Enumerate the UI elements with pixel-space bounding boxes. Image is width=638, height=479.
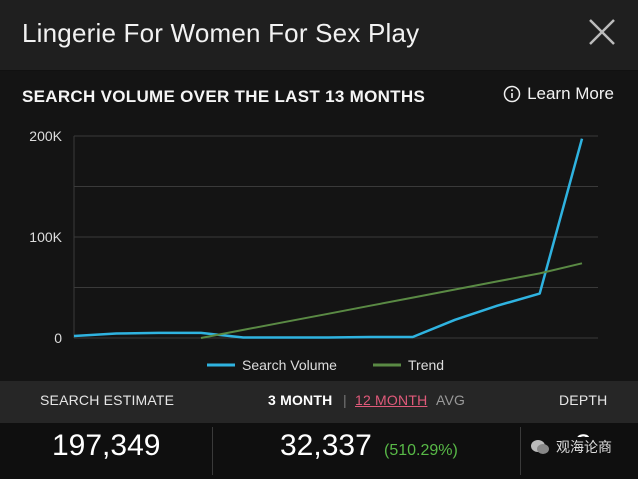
avg-label: AVG [436, 392, 466, 408]
divider [212, 427, 213, 475]
stat-values-row: 197,349 32,337 (510.29%) 3 观海论商 [0, 423, 638, 479]
legend-label: Trend [408, 357, 444, 373]
info-icon [503, 85, 521, 103]
search-estimate-label: SEARCH ESTIMATE [40, 392, 175, 408]
y-tick-label: 0 [54, 330, 62, 346]
three-month-tab[interactable]: 3 MONTH [268, 392, 333, 408]
tab-separator: | [343, 392, 347, 408]
search-volume-chart: 0 100K 200K Search Volume Trend [29, 128, 598, 373]
stat-labels-row: SEARCH ESTIMATE 3 MONTH | 12 MONTH AVG D… [0, 381, 638, 421]
three-month-change: (510.29%) [384, 442, 458, 459]
close-icon[interactable] [588, 18, 616, 46]
stats-bar: SEARCH ESTIMATE 3 MONTH | 12 MONTH AVG D… [0, 381, 638, 479]
three-month-value: 32,337 [280, 429, 372, 462]
modal-header: Lingerie For Women For Sex Play [0, 0, 638, 71]
depth-label: DEPTH [559, 392, 608, 408]
learn-more-link[interactable]: Learn More [503, 84, 614, 104]
y-tick-label: 200K [29, 128, 62, 144]
search-estimate-value: 197,349 [52, 429, 161, 462]
brand-watermark: 观海论商 [530, 437, 612, 457]
chart-section-title: SEARCH VOLUME OVER THE LAST 13 MONTHS [22, 87, 426, 106]
page-title: Lingerie For Women For Sex Play [22, 18, 420, 48]
chart-panel: SEARCH VOLUME OVER THE LAST 13 MONTHS Le… [0, 71, 638, 381]
series-line-trend [200, 262, 583, 339]
twelve-month-tab[interactable]: 12 MONTH [355, 392, 428, 408]
legend-label: Search Volume [242, 357, 337, 373]
chat-icon [531, 440, 549, 454]
y-tick-label: 100K [29, 229, 62, 245]
series-line-search-volume [73, 138, 584, 339]
divider [520, 427, 521, 475]
learn-more-label: Learn More [527, 84, 614, 103]
brand-text: 观海论商 [556, 439, 612, 455]
